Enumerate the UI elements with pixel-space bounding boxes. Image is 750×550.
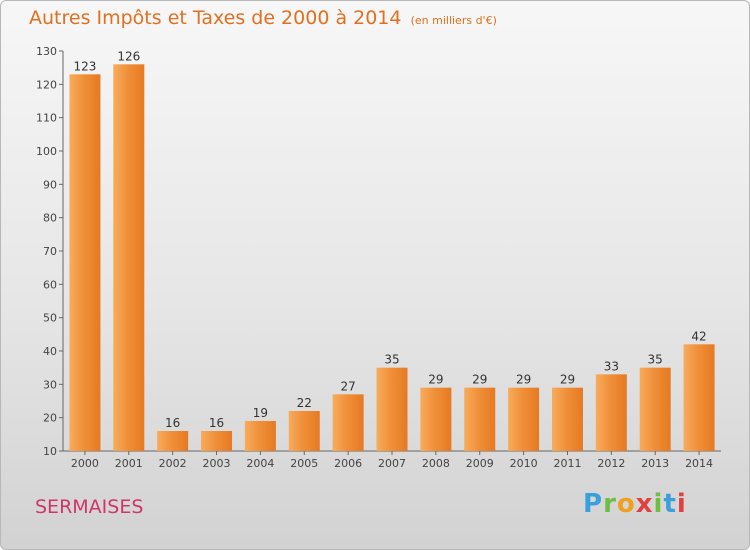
value-label-2008: 29: [428, 373, 443, 387]
bar-2007: [376, 367, 408, 451]
y-tick-label: 80: [43, 212, 57, 225]
y-tick-label: 10: [43, 445, 57, 458]
proxiti-logo: Proxiti: [583, 489, 687, 519]
x-tick-label-2012: 2012: [597, 457, 625, 470]
value-labels: 123 126 16 16 19 22 27 35 29 29 29 29 33 35 42: [73, 49, 706, 430]
bar-2010: [508, 387, 540, 451]
x-tick-label-2007: 2007: [378, 457, 406, 470]
chart-title: Autres Impôts et Taxes de 2000 à 2014 (e…: [29, 7, 497, 29]
logo-letter: o: [616, 489, 636, 519]
value-label-2004: 19: [253, 406, 268, 420]
bar-2002: [157, 431, 189, 451]
x-tick-label-2006: 2006: [334, 457, 362, 470]
value-label-2001: 126: [117, 49, 140, 63]
y-tick-label: 100: [36, 145, 57, 158]
value-label-2003: 16: [209, 416, 224, 430]
y-tick-label: 30: [43, 378, 57, 391]
bars: [69, 64, 715, 452]
bar-2006: [332, 394, 364, 451]
bar-2004: [244, 421, 276, 451]
x-tick-label-2005: 2005: [290, 457, 318, 470]
y-tick-label: 50: [43, 312, 57, 325]
value-label-2014: 42: [691, 329, 706, 343]
x-tick-label-2009: 2009: [466, 457, 494, 470]
x-tick-label-2003: 2003: [203, 457, 231, 470]
logo-letter: P: [583, 489, 604, 519]
bar-2009: [464, 387, 496, 451]
bar-2001: [113, 64, 145, 452]
value-label-2012: 33: [604, 359, 619, 373]
y-tick-label: 90: [43, 178, 57, 191]
x-tick-label-2008: 2008: [422, 457, 450, 470]
logo-letter: i: [676, 489, 687, 519]
value-label-2002: 16: [165, 416, 180, 430]
value-label-2000: 123: [73, 59, 96, 73]
bar-2014: [683, 344, 715, 451]
x-tick-label-2001: 2001: [115, 457, 143, 470]
y-tick-label: 20: [43, 412, 57, 425]
logo-letter: t: [663, 489, 677, 519]
y-tick-label: 70: [43, 245, 57, 258]
bar-2005: [288, 411, 320, 451]
value-label-2011: 29: [560, 373, 575, 387]
y-tick-label: 120: [36, 78, 57, 91]
x-tick-label-2002: 2002: [159, 457, 187, 470]
value-label-2009: 29: [472, 373, 487, 387]
y-tick-label: 40: [43, 345, 57, 358]
value-label-2005: 22: [297, 396, 312, 410]
bar-2013: [639, 367, 671, 451]
bar-2003: [201, 431, 233, 451]
bar-2000: [69, 74, 101, 451]
logo-letter: r: [603, 489, 617, 519]
x-tick-label-2010: 2010: [510, 457, 538, 470]
logo-letter: i: [653, 489, 664, 519]
commune-name: SERMAISES: [35, 496, 144, 518]
y-tick-label: 110: [36, 112, 57, 125]
chart-title-unit: (en milliers d'€): [410, 14, 497, 27]
bar-2012: [595, 374, 627, 451]
value-label-2010: 29: [516, 373, 531, 387]
y-tick-label: 130: [36, 45, 57, 58]
x-tick-label-2013: 2013: [641, 457, 669, 470]
chart-title-main: Autres Impôts et Taxes de 2000 à 2014: [29, 7, 402, 29]
y-tick-label: 60: [43, 278, 57, 291]
x-tick-label-2004: 2004: [246, 457, 274, 470]
value-label-2007: 35: [384, 353, 399, 367]
x-tick-label-2014: 2014: [685, 457, 713, 470]
value-label-2006: 27: [340, 379, 355, 393]
x-tick-label-2000: 2000: [71, 457, 99, 470]
bar-2011: [551, 387, 583, 451]
logo-letter: x: [635, 489, 654, 519]
x-tick-label-2011: 2011: [553, 457, 581, 470]
value-label-2013: 35: [648, 353, 663, 367]
bar-2008: [420, 387, 452, 451]
